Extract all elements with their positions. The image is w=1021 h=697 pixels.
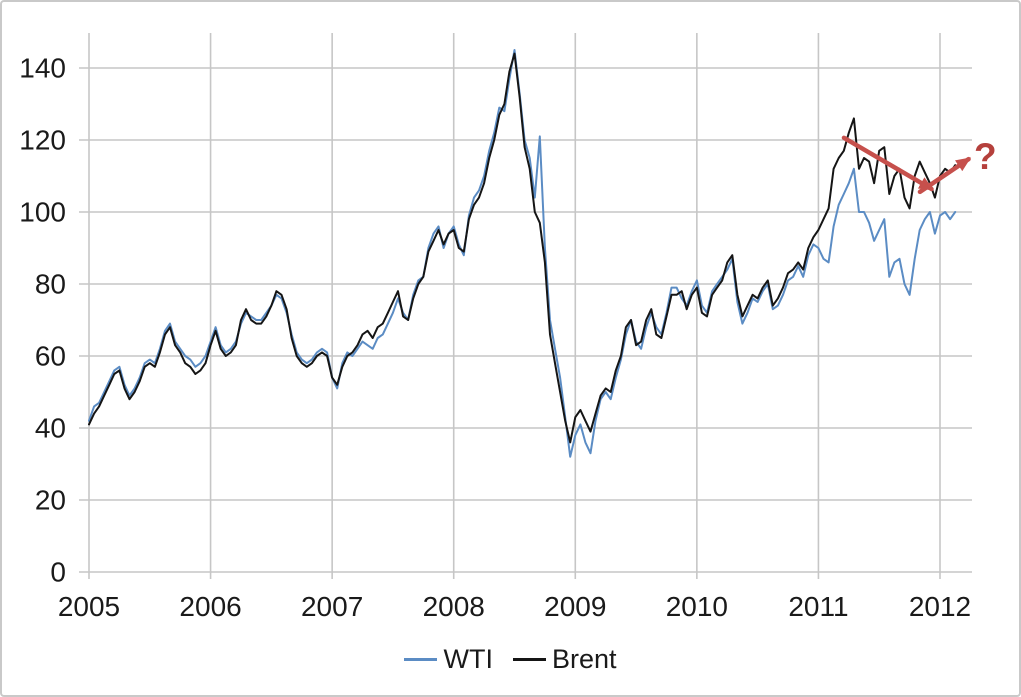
x-tick-label: 2012	[909, 591, 971, 622]
y-tick-label: 100	[19, 197, 66, 228]
legend-label-wti: WTI	[443, 643, 493, 674]
y-tick-label: 140	[19, 53, 66, 84]
brent-line-swatch	[512, 657, 546, 661]
legend-label-brent: Brent	[551, 643, 617, 674]
y-tick-label: 120	[19, 125, 66, 156]
trend-arrow-down	[841, 135, 935, 192]
wti-line	[88, 49, 957, 458]
brent-line	[88, 52, 957, 444]
legend-item-wti: WTI	[404, 643, 493, 675]
y-tick-label: 80	[35, 269, 66, 300]
trend-arrow-up	[917, 156, 972, 195]
wti-line-swatch	[404, 657, 438, 661]
legend-item-brent: Brent	[512, 643, 617, 675]
y-tick-label: 0	[50, 557, 66, 588]
x-tick-label: 2011	[788, 591, 848, 622]
legend: WTI Brent	[2, 642, 1019, 676]
x-tick-label: 2010	[666, 591, 728, 622]
x-tick-label: 2005	[58, 591, 120, 622]
y-tick-label: 40	[35, 413, 66, 444]
x-tick-label: 2007	[301, 591, 363, 622]
x-tick-label: 2008	[423, 591, 485, 622]
y-tick-label: 20	[35, 485, 66, 516]
question-mark: ?	[974, 136, 997, 177]
x-tick-label: 2009	[544, 591, 606, 622]
y-tick-label: 60	[35, 341, 66, 372]
x-tick-label: 2006	[179, 591, 241, 622]
